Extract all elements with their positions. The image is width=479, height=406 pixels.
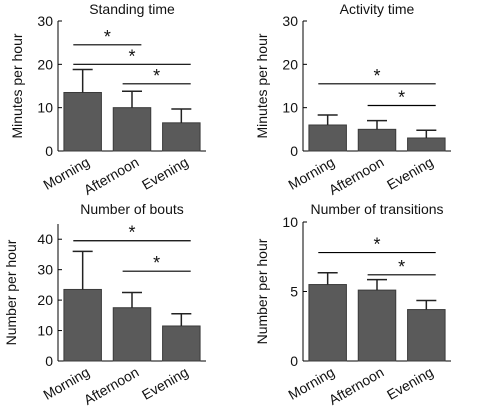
x-tick-label: Afternoon	[326, 364, 387, 406]
x-tick-label: Evening	[139, 364, 191, 403]
y-tick-label: 0	[290, 353, 298, 369]
bar	[308, 124, 347, 152]
y-tick-label: 40	[37, 231, 53, 247]
y-tick-label: 30	[37, 262, 53, 278]
bar	[162, 122, 201, 152]
y-tick-label: 20	[37, 292, 53, 308]
chart-title: Number of bouts	[80, 201, 184, 217]
bar	[162, 325, 201, 362]
significance-star: *	[128, 46, 135, 66]
significance-star: *	[153, 66, 160, 86]
significance-star: *	[104, 27, 111, 47]
y-tick-label: 10	[37, 100, 53, 116]
y-axis-label: Minutes per hour	[254, 33, 270, 138]
bar	[63, 92, 102, 152]
y-tick-label: 30	[282, 13, 298, 29]
chart-title: Standing time	[89, 1, 175, 17]
y-axis-label: Number per hour	[254, 238, 270, 344]
chart-panel-4: Number of transitions Number per hour 0 5 10…	[254, 201, 451, 406]
y-tick-label: 30	[37, 13, 53, 29]
significance-star: *	[153, 253, 160, 273]
y-tick-label: 10	[37, 323, 53, 339]
chart-title: Activity time	[340, 1, 415, 17]
bar	[407, 309, 446, 362]
bar	[357, 128, 397, 152]
x-tick-label: Afternoon	[81, 364, 142, 406]
x-tick-label: Evening	[384, 364, 436, 403]
y-tick-label: 0	[45, 143, 53, 159]
significance-star: *	[373, 66, 380, 86]
y-tick-label: 0	[45, 353, 53, 369]
bar	[112, 107, 152, 152]
y-axis-label: Number per hour	[3, 239, 19, 345]
y-tick-label: 0	[290, 143, 298, 159]
bar	[308, 284, 347, 362]
x-tick-label: Afternoon	[81, 154, 142, 198]
bar	[357, 289, 397, 362]
y-tick-label: 10	[282, 214, 298, 230]
significance-star: *	[373, 235, 380, 255]
chart-title: Number of transitions	[310, 201, 443, 217]
y-tick-label: 20	[37, 56, 53, 72]
y-tick-label: 20	[282, 56, 298, 72]
bar	[63, 288, 102, 362]
x-tick-label: Evening	[139, 154, 191, 193]
chart-panel-3: Number of bouts Number per hour 0 10 20 30 40 *…	[3, 201, 206, 406]
y-tick-label: 5	[290, 284, 298, 300]
y-axis-label: Minutes per hour	[9, 33, 25, 138]
x-tick-label: Afternoon	[326, 154, 387, 198]
x-tick-label: Evening	[384, 154, 436, 193]
significance-star: *	[398, 257, 405, 277]
significance-star: *	[128, 223, 135, 243]
significance-star: *	[398, 88, 405, 108]
bar	[407, 137, 446, 152]
bar	[112, 307, 152, 362]
y-tick-label: 10	[282, 100, 298, 116]
